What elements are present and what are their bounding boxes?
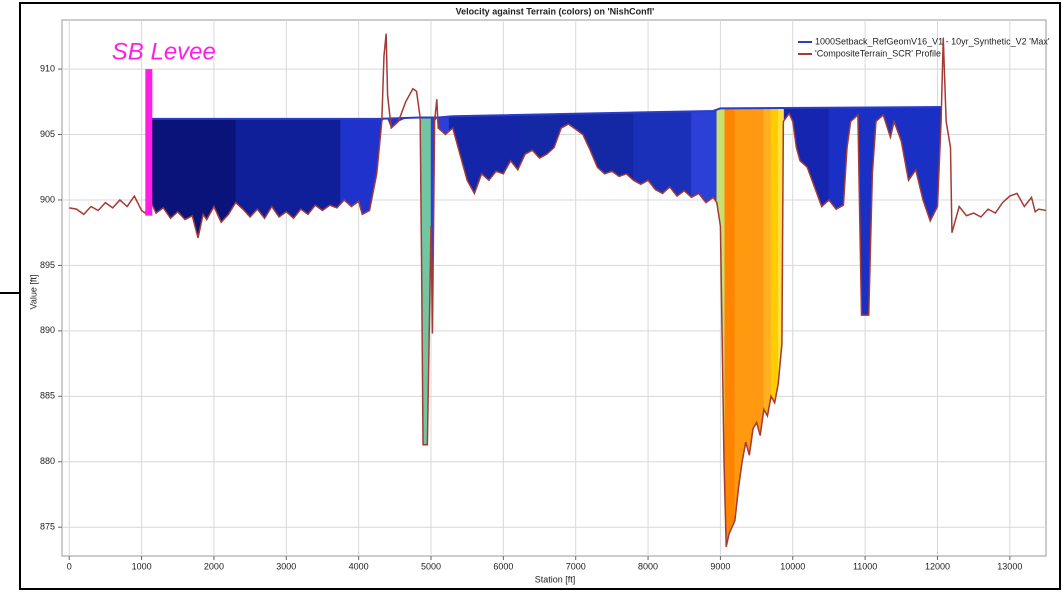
y-tick-label: 885 — [40, 391, 55, 401]
y-tick-label: 910 — [40, 63, 55, 73]
velocity-fill — [770, 107, 779, 404]
levee-marker — [145, 69, 153, 216]
x-tick-label: 2000 — [204, 561, 224, 571]
velocity-fill — [235, 118, 341, 219]
x-tick-label: 9000 — [710, 561, 730, 571]
x-tick-label: 5000 — [421, 561, 441, 571]
x-tick-label: 13000 — [997, 561, 1022, 571]
plot-area — [61, 19, 1047, 557]
legend-label: 1000Setback_RefGeomV16_V1 - 10yr_Synthet… — [815, 36, 1050, 46]
x-tick-label: 1000 — [132, 561, 152, 571]
x-axis-label: Station [ft] — [535, 574, 576, 584]
series-line — [150, 106, 942, 120]
x-tick-label: 3000 — [276, 561, 296, 571]
velocity-fill — [691, 109, 718, 204]
x-tick-label: 0 — [67, 561, 72, 571]
x-tick-label: 6000 — [493, 561, 513, 571]
x-tick-label: 12000 — [925, 561, 950, 571]
x-tick-label: 7000 — [566, 561, 586, 571]
velocity-fill — [763, 107, 772, 417]
y-axis-label: Value [ft] — [28, 275, 38, 310]
x-tick-label: 8000 — [638, 561, 658, 571]
y-tick-label: 875 — [40, 522, 55, 532]
chart-title: Velocity against Terrain (colors) on 'Ni… — [456, 6, 655, 16]
y-tick-label: 895 — [40, 260, 55, 270]
annotation-label: SB Levee — [112, 38, 216, 65]
legend-label: 'CompositeTerrain_SCR' Profile — [815, 48, 941, 58]
y-tick-label: 905 — [40, 129, 55, 139]
x-tick-label: 4000 — [349, 561, 369, 571]
series-line — [69, 33, 1047, 547]
y-tick-label: 900 — [40, 194, 55, 204]
x-tick-label: 11000 — [853, 561, 877, 571]
x-tick-label: 10000 — [780, 561, 805, 571]
velocity-fill — [724, 108, 736, 547]
y-tick-label: 880 — [40, 456, 55, 466]
y-tick-label: 890 — [40, 325, 55, 335]
